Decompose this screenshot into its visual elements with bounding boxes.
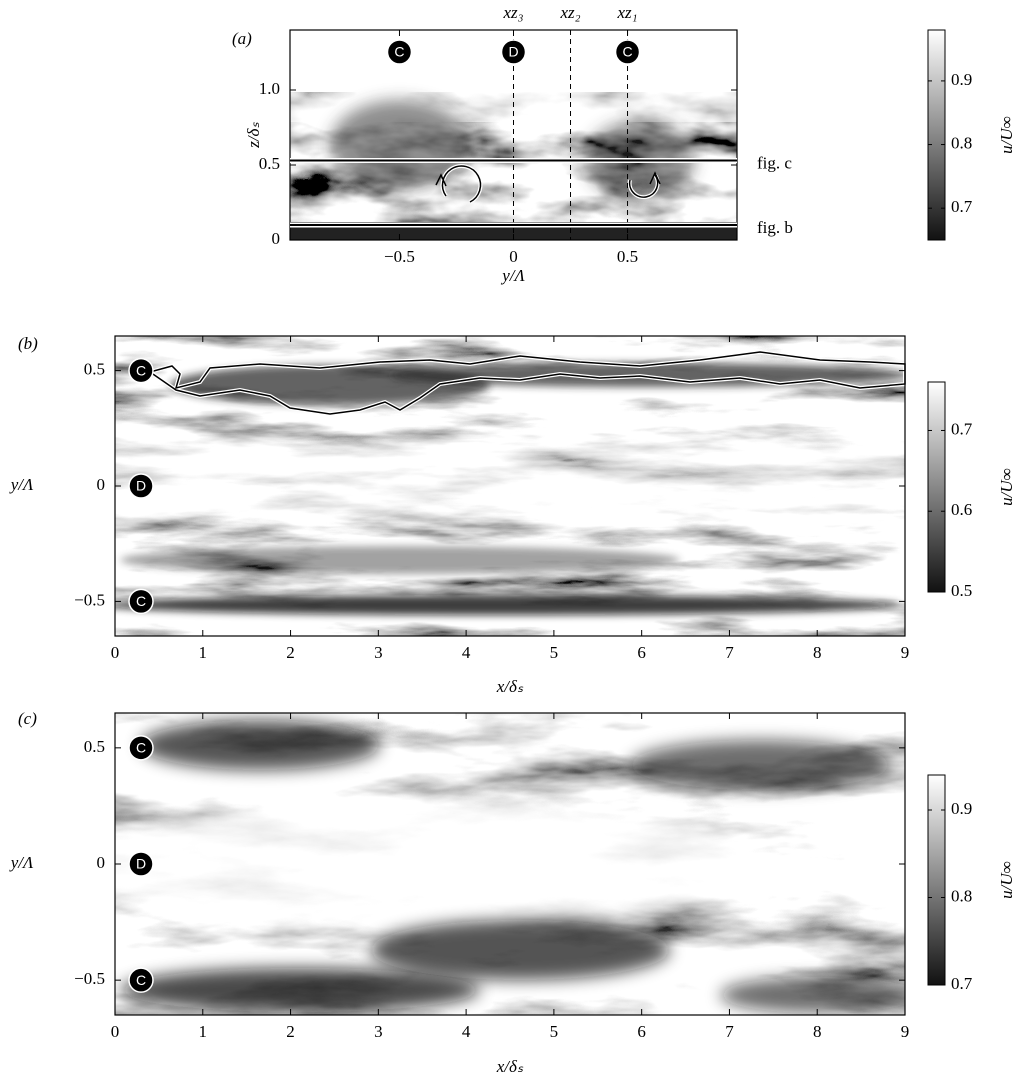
- colorbar-tick-label: 0.7: [951, 197, 973, 216]
- vortex-arrows: [435, 164, 661, 204]
- region-marker-label: C: [136, 362, 146, 378]
- region-marker: [500, 39, 527, 65]
- x-tick-label: 9: [901, 643, 910, 662]
- region-marker-label: C: [136, 593, 146, 609]
- y-axis-label: y/Λ: [9, 475, 34, 494]
- region-marker-label: D: [508, 44, 518, 60]
- x-tick-label: 7: [725, 1022, 734, 1041]
- contour: [148, 351, 906, 415]
- panel-label: (c): [18, 709, 37, 728]
- x-tick-label: 3: [374, 643, 383, 662]
- x-tick-label: 2: [286, 1022, 295, 1041]
- x-tick-label: 1: [199, 1022, 208, 1041]
- x-axis-label: x/δₛ: [496, 677, 524, 696]
- region-marker: [128, 967, 154, 993]
- region-marker-label: D: [136, 478, 146, 494]
- x-tick-label: 7: [725, 643, 734, 662]
- colorbar-tick-label: 0.7: [951, 419, 973, 438]
- region-marker: [386, 39, 413, 65]
- colorbar-tick-label: 0.5: [951, 581, 972, 600]
- section-label: xz₃: [502, 3, 523, 22]
- colorbar-label: u/U∞: [997, 861, 1016, 899]
- y-tick-label: 0: [97, 853, 106, 872]
- y-tick-label: 0.5: [84, 360, 105, 379]
- x-tick-label: 8: [813, 1022, 822, 1041]
- colorbar-tick-label: 0.6: [951, 500, 972, 519]
- colorbar-tick-label: 0.9: [951, 799, 972, 818]
- x-tick-label: 6: [637, 643, 646, 662]
- colorbar-tick-label: 0.7: [951, 974, 973, 993]
- colorbar-label: u/U∞: [997, 116, 1016, 154]
- colorbar-tick-label: 0.8: [951, 886, 972, 905]
- x-tick-label: 5: [550, 1022, 559, 1041]
- region-marker-label: C: [394, 44, 404, 60]
- colorbar: [927, 381, 946, 593]
- x-tick-label: 0: [509, 247, 518, 266]
- y-tick-label: 0: [272, 229, 281, 248]
- x-tick-label: 4: [462, 1022, 471, 1041]
- section-label: xz₁: [616, 3, 637, 22]
- x-tick-label: 0: [111, 1022, 120, 1041]
- field-image: [115, 713, 905, 1015]
- y-tick-label: 0.5: [259, 154, 280, 173]
- region-marker: [128, 473, 154, 499]
- x-tick-label: 0: [111, 643, 120, 662]
- region-marker: [128, 357, 154, 384]
- panel-label: (a): [232, 29, 252, 48]
- x-tick-label: −0.5: [384, 247, 415, 266]
- x-tick-label: 3: [374, 1022, 383, 1041]
- x-tick-label: 2: [286, 643, 295, 662]
- y-tick-label: −0.5: [74, 969, 105, 988]
- colorbar-tick-label: 0.9: [951, 70, 972, 89]
- region-marker: [128, 735, 154, 761]
- colorbar-label: u/U∞: [997, 468, 1016, 506]
- x-tick-label: 6: [637, 1022, 646, 1041]
- y-axis-label: z/δₛ: [244, 122, 263, 149]
- y-axis-label: y/Λ: [9, 853, 34, 872]
- cut-label: fig. b: [757, 218, 793, 237]
- region-marker: [128, 588, 154, 615]
- x-tick-label: 8: [813, 643, 822, 662]
- region-marker-label: C: [136, 972, 146, 988]
- section-label: xz₂: [559, 3, 580, 22]
- colorbar: [927, 29, 946, 241]
- colorbar: [927, 774, 946, 986]
- x-tick-label: 4: [462, 643, 471, 662]
- y-tick-label: 0.5: [84, 737, 105, 756]
- y-tick-label: −0.5: [74, 590, 105, 609]
- x-axis-label: y/Λ: [500, 266, 525, 285]
- region-marker-label: D: [136, 856, 146, 872]
- region-marker-label: C: [622, 44, 632, 60]
- cut-label: fig. c: [757, 153, 792, 172]
- x-tick-label: 0.5: [617, 247, 638, 266]
- colorbar-tick-label: 0.8: [951, 133, 972, 152]
- x-tick-label: 5: [550, 643, 559, 662]
- region-marker: [614, 39, 641, 65]
- x-tick-label: 9: [901, 1022, 910, 1041]
- y-tick-label: 1.0: [259, 79, 280, 98]
- panel-label: (b): [18, 334, 38, 353]
- y-tick-label: 0: [97, 475, 106, 494]
- region-marker-label: C: [136, 740, 146, 756]
- x-axis-label: x/δₛ: [496, 1057, 524, 1076]
- x-tick-label: 1: [199, 643, 208, 662]
- region-marker: [128, 851, 154, 877]
